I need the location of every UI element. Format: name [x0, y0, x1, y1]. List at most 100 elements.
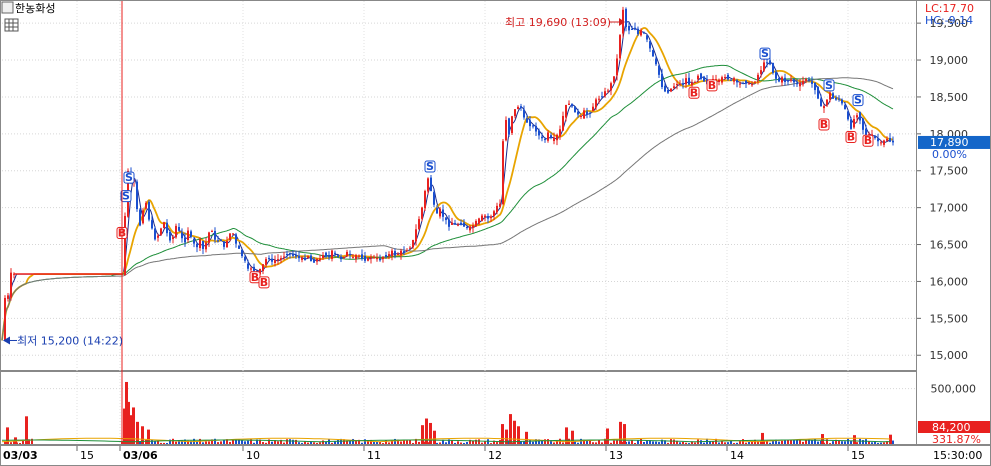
volume-bar: [778, 441, 780, 444]
candle-body: [163, 222, 165, 229]
volume-bar: [631, 440, 633, 444]
candle-body: [259, 268, 261, 275]
volume-bar: [241, 440, 243, 444]
volume-spike: [606, 428, 609, 444]
symbol-checkbox[interactable]: [1, 1, 14, 14]
candle-body: [865, 128, 867, 139]
grid-lines: [2, 1, 915, 444]
candle-body: [781, 77, 783, 83]
candle-body: [763, 62, 765, 71]
candle-body: [847, 111, 849, 120]
candle-body: [166, 222, 168, 234]
volume-bar: [202, 442, 204, 444]
volume-spike: [132, 407, 135, 444]
candle-body: [304, 257, 306, 261]
volume-bar: [751, 441, 753, 444]
candle-body: [157, 235, 159, 238]
volume-spike: [429, 422, 432, 444]
candle-body: [544, 139, 546, 141]
volume-bar: [880, 442, 882, 444]
candle-body: [553, 137, 555, 142]
candle-body: [136, 181, 138, 210]
volume-bar: [403, 440, 405, 444]
high-arrow-icon: [609, 18, 625, 26]
candle-body: [172, 237, 174, 240]
volume-bar: [355, 441, 357, 444]
candle-body: [616, 58, 618, 76]
candle-body: [610, 83, 612, 91]
candle-body: [301, 257, 303, 260]
volume-spike: [433, 430, 436, 444]
candle-body: [562, 115, 564, 131]
volume-bar: [655, 441, 657, 444]
volume-bar: [463, 442, 465, 444]
volume-spike: [505, 429, 508, 444]
candle-body: [649, 41, 651, 49]
candle-body: [403, 251, 405, 253]
candle-body: [823, 106, 825, 109]
candle-body: [481, 215, 483, 221]
candle-body: [427, 178, 429, 192]
volume-bar: [232, 439, 234, 444]
candle-body: [169, 231, 171, 241]
candle-body: [151, 220, 153, 229]
candle-body: [328, 255, 330, 258]
volume-bar: [334, 440, 336, 444]
current-volume-label: 84,200: [932, 421, 971, 434]
candle-body: [700, 73, 702, 79]
candle-body: [886, 138, 888, 141]
candle-body: [892, 140, 894, 143]
volume-bar: [475, 439, 477, 444]
volume-bar: [586, 440, 588, 444]
candle-body: [772, 62, 774, 73]
candle-body: [223, 241, 225, 247]
candle-body: [490, 216, 492, 219]
volume-bar: [478, 439, 480, 444]
volume-tick-label: 500,000: [931, 383, 977, 396]
candle-body: [607, 90, 609, 92]
table-view-icon[interactable]: [4, 18, 19, 32]
time-label: 03/06: [123, 449, 158, 462]
volume-bar: [817, 441, 819, 444]
volume-bar: [445, 442, 447, 444]
candle-body: [334, 252, 336, 254]
candle-body: [793, 79, 795, 83]
volume-bar: [727, 442, 729, 444]
candle-body: [241, 249, 243, 257]
symbol-name: 한농화성: [15, 2, 55, 15]
current-price-tag: [918, 135, 990, 149]
time-label: 15:30:00: [933, 449, 982, 462]
candle-body: [727, 74, 729, 80]
volume-spike: [517, 426, 520, 444]
candle-body: [601, 96, 603, 98]
volume-bars: [1, 381, 894, 444]
volume-bar: [712, 441, 714, 444]
volume-bar: [862, 439, 864, 444]
volume-bar: [757, 441, 759, 444]
candle-body: [733, 78, 735, 82]
candle-body: [358, 255, 360, 257]
volume-bar: [718, 442, 720, 444]
candle-body: [505, 120, 507, 141]
candle-body: [421, 207, 423, 219]
volume-bar: [691, 441, 693, 444]
volume-bar: [469, 439, 471, 444]
buy-signal-icon-letter: B: [251, 271, 259, 284]
candle-body: [430, 177, 432, 191]
sell-signal-icon: [123, 171, 135, 184]
candle-body: [346, 251, 348, 257]
current-volume-tag: [918, 421, 990, 433]
candle-body: [658, 65, 660, 75]
candle-body: [667, 90, 669, 93]
candle-body: [487, 216, 489, 219]
volume-bar: [322, 440, 324, 444]
volume-bar: [550, 440, 552, 444]
volume-bar: [397, 439, 399, 444]
volume-bar: [409, 439, 411, 444]
volume-bar: [556, 441, 558, 444]
ma-long-line: [1, 64, 894, 341]
candle-body: [523, 109, 525, 118]
candle-body: [775, 71, 777, 79]
volume-bar: [592, 442, 594, 444]
price-axis-ticks: 15,00015,50016,00016,50017,00017,50018,0…: [917, 17, 977, 396]
